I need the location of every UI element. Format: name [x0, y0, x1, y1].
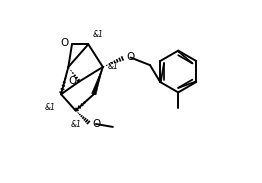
Text: &1: &1	[107, 61, 118, 71]
Text: O: O	[92, 119, 100, 129]
Polygon shape	[91, 67, 103, 95]
Text: O: O	[126, 52, 134, 62]
Text: &1: &1	[93, 30, 104, 39]
Text: O: O	[61, 38, 69, 48]
Text: &1: &1	[71, 120, 82, 129]
Text: &1: &1	[45, 103, 56, 112]
Text: O: O	[69, 76, 77, 86]
